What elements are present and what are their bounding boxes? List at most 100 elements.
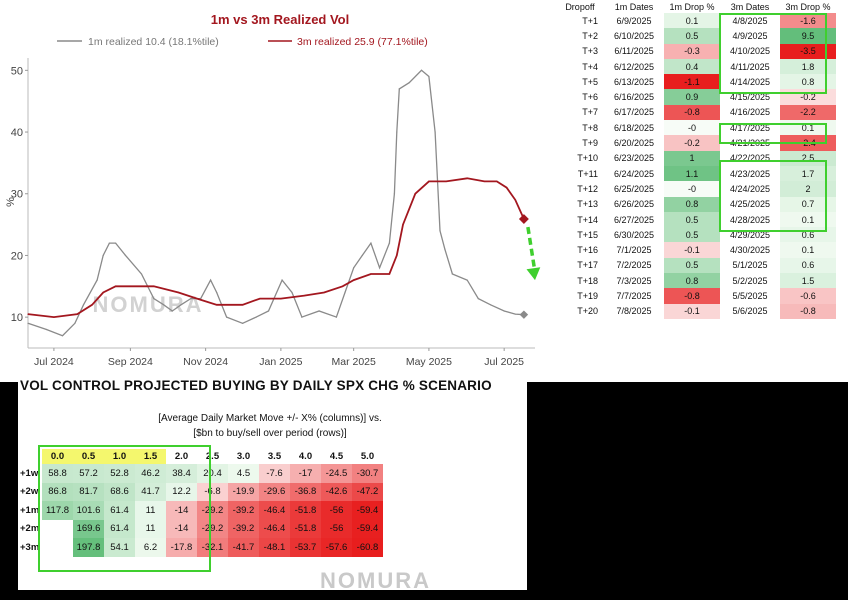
- dropoff-col-header: 3m Dates: [730, 1, 770, 12]
- series-1m-point: [45, 328, 48, 331]
- dropoff-cell: 6/9/2025: [616, 15, 652, 26]
- buying-grid-cell: -48.1: [259, 538, 290, 557]
- dropoff-cell: T+16: [577, 245, 598, 256]
- series-1m-point: [477, 298, 479, 300]
- buying-grid-cell: -29.6: [259, 482, 290, 501]
- dropoff-cell: 0.6: [780, 257, 836, 274]
- dropoff-cell: 4/15/2025: [729, 92, 771, 103]
- y-tick-label: 50: [11, 65, 23, 77]
- series-1m-point: [439, 230, 441, 232]
- buying-grid-cell: -56: [321, 501, 352, 520]
- series-1m-point: [163, 304, 165, 306]
- y-tick-label: 10: [11, 312, 23, 324]
- series-1m-point: [102, 254, 104, 257]
- x-tick-label: Sep 2024: [108, 356, 153, 368]
- dropoff-row: T+7 6/17/2025 -0.8 4/16/2025 -2.2: [556, 104, 836, 121]
- buying-grid-row-label: +2m: [20, 523, 40, 535]
- highlight-box: [719, 13, 827, 94]
- series-1m-point: [398, 88, 400, 90]
- y-tick-label: 20: [11, 250, 23, 262]
- dropoff-row: T+14 6/27/2025 0.5 4/28/2025 0.1: [556, 211, 836, 228]
- dropoff-cell: T+20: [577, 306, 598, 317]
- buying-grid-col-header: 0.5: [73, 449, 104, 464]
- series-1m-point: [140, 273, 143, 275]
- dropoff-row: T+1 6/9/2025 0.1 4/8/2025 -1.6: [556, 13, 836, 29]
- series-1m-point: [335, 316, 337, 318]
- x-tick-label: Nov 2024: [183, 356, 228, 368]
- chart-legend: 1m realized 10.4 (18.1%tile) 3m realized…: [57, 36, 428, 48]
- series-1m-point: [420, 69, 423, 71]
- series-3m-point: [102, 291, 104, 294]
- dropoff-cell: T+2: [582, 30, 598, 41]
- buying-grid-row: +2w 86.8 81.7 68.6 41.7 12.2 -6.8 -19.9 -29.6 -36…: [18, 482, 383, 501]
- buying-grid-cell: -39.2: [228, 501, 259, 520]
- buying-grid-cell: -29.2: [197, 519, 228, 538]
- y-axis-label: %: [5, 197, 17, 207]
- dropoff-cell: 4/22/2025: [729, 153, 771, 164]
- buying-grid-cell: -46.4: [259, 519, 290, 538]
- buying-grid-cell: -59.4: [352, 519, 383, 538]
- dropoff-cell: -0.8: [664, 288, 720, 304]
- series-1m-point: [255, 316, 257, 318]
- buying-grid-row: +1w 58.8 57.2 52.8 46.2 38.4 20.4 4.5 -7.6 -17 -24…: [18, 464, 383, 483]
- dropoff-row: T+12 6/25/2025 -0 4/24/2025 2: [556, 181, 836, 197]
- dropoff-cell: T+8: [582, 122, 598, 133]
- series-3m-point: [388, 273, 391, 275]
- series-1m-point: [27, 322, 29, 324]
- dropoff-cell: 0.1: [780, 211, 836, 228]
- dropoff-cell: T+18: [577, 275, 598, 286]
- buying-grid-cell: -56: [321, 519, 352, 538]
- dropoff-cell: 4/16/2025: [729, 107, 771, 118]
- dropoff-cell: -0.2: [664, 135, 720, 151]
- series-1m-point: [353, 267, 355, 269]
- chart-axes: 10 20 30 40 50 Jul 2024 Sep 2024 Nov 2024 Jan 20…: [11, 58, 535, 368]
- series-3m-point: [506, 186, 508, 189]
- dropoff-cell: 4/14/2025: [729, 76, 771, 87]
- buying-grid-cell: 68.6: [104, 482, 135, 501]
- dropoff-body: T+1 6/9/2025 0.1 4/8/2025 -1.6 T+2 6/10/2025 0.…: [556, 13, 836, 319]
- dropoff-cell: T+12: [577, 183, 598, 194]
- buying-grid-cell: -7.6: [259, 464, 290, 483]
- series-3m-point: [216, 304, 218, 306]
- buying-grid-header-row: 0.0 0.5 1.0 1.5 2.0 2.5 3.0 3.5 4.0 4.5 5.0: [18, 449, 383, 464]
- series-3m-point: [370, 273, 372, 275]
- dropoff-cell: 6/25/2025: [613, 183, 655, 194]
- dropoff-cell: 2: [780, 181, 836, 197]
- series-3m-point: [153, 285, 155, 287]
- x-tick-label: Jul 2024: [34, 356, 74, 368]
- dropoff-cell: 5/2/2025: [732, 275, 768, 286]
- x-tick-label: Jan 2025: [259, 356, 302, 368]
- series-1m-point: [514, 313, 516, 315]
- buying-grid-cell: -19.9: [228, 482, 259, 501]
- series-1m-point: [153, 298, 155, 300]
- dropoff-cell: 4/30/2025: [729, 245, 771, 256]
- series-1m-point: [408, 82, 410, 84]
- dropoff-cell: 0.1: [664, 13, 720, 29]
- series-1m-point: [108, 242, 111, 244]
- buying-grid-cell: 61.4: [104, 519, 135, 538]
- dropoff-cell: T+4: [582, 61, 598, 72]
- buying-grid-cell: 61.4: [104, 501, 135, 520]
- series-1m-point: [209, 279, 212, 281]
- dropoff-row: T+18 7/3/2025 0.8 5/2/2025 1.5: [556, 273, 836, 289]
- dropoff-cell: 4/10/2025: [729, 46, 771, 57]
- buying-grid-col-header: 1.0: [104, 449, 135, 464]
- series-1m-point: [344, 291, 346, 294]
- series-1m-point: [171, 310, 173, 312]
- buying-grid-cell: 81.7: [73, 482, 104, 501]
- dropoff-row: T+10 6/23/2025 1 4/22/2025 2.5: [556, 150, 836, 166]
- buying-grid-row: +2m 169.6 61.4 11 -14 -29.2 -39.2 -46.4 -51.8 -56…: [18, 519, 383, 538]
- dropoff-cell: -1.6: [780, 13, 836, 29]
- buying-grid-cell: 58.8: [42, 464, 73, 483]
- dropoff-cell: -0.8: [664, 104, 720, 121]
- x-tick-label: Mar 2025: [331, 356, 376, 368]
- highlight-box: [38, 445, 211, 572]
- dropoff-cell: 6/17/2025: [613, 107, 655, 118]
- y-tick-label: 30: [11, 189, 23, 201]
- dropoff-cell: 6/13/2025: [613, 76, 655, 87]
- buying-grid-col-header: 1.5: [135, 449, 166, 464]
- buying-grid-row-label: +1w: [20, 467, 39, 479]
- series-1m-point: [216, 291, 218, 294]
- buying-grid-row: +3m 197.8 54.1 6.2 -17.8 -32.1 -41.7 -48.1 -53.7…: [18, 538, 383, 557]
- series-1m-end-marker: [519, 310, 529, 319]
